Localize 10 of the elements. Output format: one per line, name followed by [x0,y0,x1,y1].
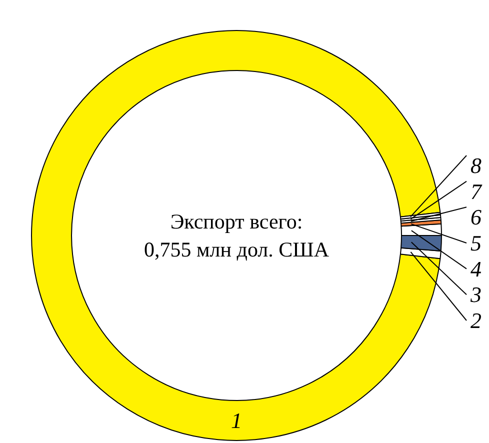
slice-label: 8 [470,153,482,178]
text: 0,755 млн дол. США [144,238,330,262]
slice-label: 4 [470,256,482,282]
slice-label: 3 [470,282,482,308]
slice-label: 5 [470,230,482,256]
text: Экспорт всего: [170,210,303,234]
slice-label: 7 [470,178,482,204]
slice-label: 2 [470,308,482,333]
slice-label: 1 [231,408,242,433]
slice-label: 6 [470,204,482,230]
